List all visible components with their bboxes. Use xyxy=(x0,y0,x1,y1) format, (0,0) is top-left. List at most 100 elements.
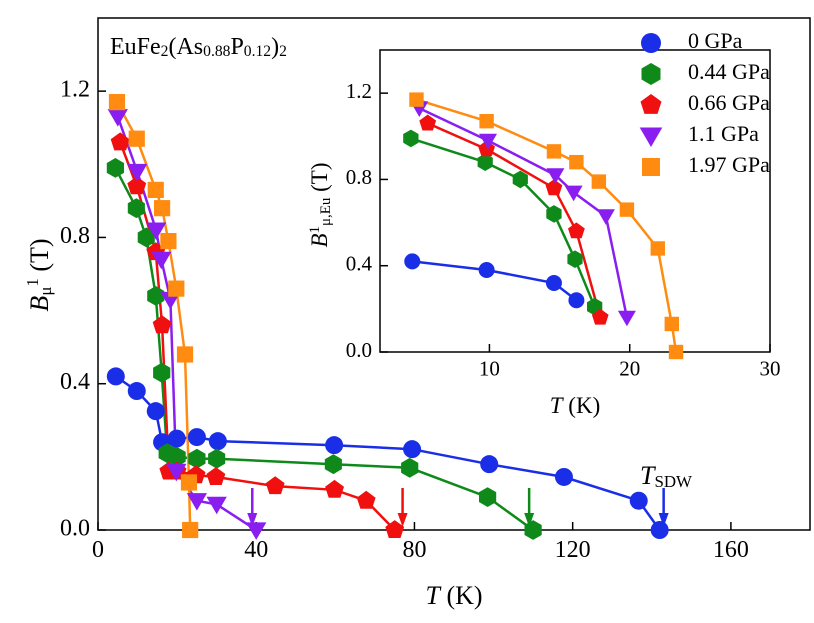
marker xyxy=(107,109,128,127)
marker xyxy=(153,362,171,383)
marker xyxy=(127,163,148,182)
text-part: 1 xyxy=(307,226,323,233)
marker xyxy=(188,448,206,469)
marker xyxy=(186,493,207,511)
marker xyxy=(153,200,171,217)
y-tick-label: 1.2 xyxy=(60,77,90,103)
x-tick-label: 10 xyxy=(479,357,500,381)
marker xyxy=(206,496,227,515)
text-part: 0.88 xyxy=(203,43,230,60)
text-part: T xyxy=(550,393,565,418)
y-tick-label: 0.0 xyxy=(346,338,372,362)
marker xyxy=(545,179,563,196)
marker xyxy=(147,286,165,306)
marker xyxy=(106,367,125,386)
marker xyxy=(147,181,164,198)
marker xyxy=(546,144,562,159)
marker xyxy=(478,262,495,279)
text-part: μ,Eu xyxy=(318,197,334,226)
x-tick-label: 40 xyxy=(244,537,268,563)
marker xyxy=(641,33,661,53)
marker xyxy=(629,491,648,510)
chart-title: EuFe2(As0.88P0.12)2 xyxy=(110,34,287,61)
marker xyxy=(108,94,126,111)
legend-label: 0.66 GPa xyxy=(688,90,770,115)
series-line xyxy=(418,107,629,318)
marker xyxy=(642,158,660,176)
marker xyxy=(640,94,662,114)
marker xyxy=(151,251,172,270)
marker xyxy=(546,205,562,223)
marker xyxy=(569,154,584,170)
marker xyxy=(479,133,497,150)
arrow-head xyxy=(658,513,669,527)
x-tick-label: 0 xyxy=(92,537,104,563)
text-part: 2 xyxy=(279,43,287,60)
arrow-head xyxy=(524,513,535,527)
marker xyxy=(208,432,227,451)
legend-label: 0.44 GPa xyxy=(688,59,770,84)
legend-label: 1.97 GPa xyxy=(688,152,770,177)
marker xyxy=(404,253,421,270)
marker xyxy=(401,457,419,478)
marker xyxy=(127,176,147,195)
marker xyxy=(512,170,528,189)
marker xyxy=(128,130,145,147)
marker xyxy=(641,63,661,85)
marker xyxy=(168,280,185,297)
marker xyxy=(403,440,422,459)
text-part: T xyxy=(640,461,656,490)
plot-area xyxy=(403,92,684,360)
y-axis-label: Bμ1 (T) xyxy=(23,238,55,311)
marker xyxy=(619,202,635,217)
marker xyxy=(168,447,186,467)
arrow-head xyxy=(397,513,408,527)
marker xyxy=(127,198,145,219)
marker xyxy=(208,448,226,469)
x-tick-label: 20 xyxy=(619,357,640,381)
text-part: B xyxy=(307,233,332,247)
marker xyxy=(246,522,267,540)
text-part: (K) xyxy=(440,581,483,610)
marker xyxy=(324,454,342,475)
text-part: μ xyxy=(36,287,55,296)
x-tick-label: 80 xyxy=(402,537,426,563)
text-part: ) xyxy=(271,34,279,60)
marker xyxy=(409,92,424,107)
legend-label: 1.1 GPa xyxy=(688,121,759,146)
marker xyxy=(479,487,497,507)
marker xyxy=(554,467,573,486)
marker xyxy=(664,316,679,332)
marker xyxy=(639,127,663,147)
marker xyxy=(356,490,376,509)
y-tick-label: 0.4 xyxy=(60,369,90,395)
marker xyxy=(385,520,405,538)
text-part: T xyxy=(425,581,441,610)
y-tick-label: 0.8 xyxy=(60,223,90,249)
x-tick-label: 120 xyxy=(555,537,591,563)
marker xyxy=(206,467,226,485)
text-part: 1 xyxy=(23,278,42,286)
x-tick-label: 160 xyxy=(713,537,749,563)
marker xyxy=(187,428,206,447)
plot-frame xyxy=(97,17,811,531)
series-line xyxy=(412,260,578,302)
marker xyxy=(160,232,177,250)
marker xyxy=(591,174,607,189)
marker xyxy=(403,129,419,148)
marker xyxy=(567,250,583,268)
legend-label: 0 GPa xyxy=(688,28,743,53)
marker xyxy=(137,227,155,248)
text-part: 0.12 xyxy=(244,43,271,60)
text-part: (K) xyxy=(563,393,601,418)
marker xyxy=(568,292,585,309)
marker xyxy=(265,476,285,495)
annotation: TSDW xyxy=(640,461,692,491)
marker xyxy=(564,185,583,202)
marker xyxy=(182,521,199,539)
marker xyxy=(325,436,344,455)
marker xyxy=(479,113,494,129)
y-tick-label: 1.2 xyxy=(346,79,372,103)
